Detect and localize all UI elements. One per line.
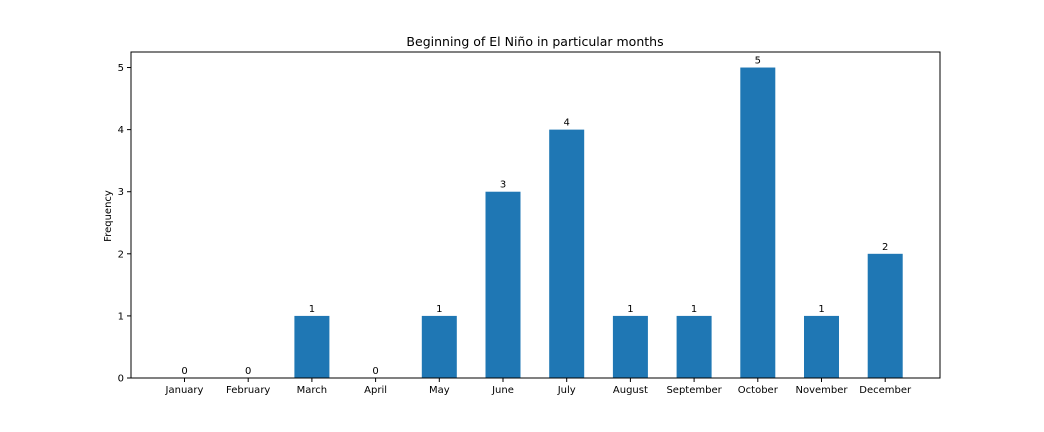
- y-tick-label: 3: [118, 187, 124, 198]
- x-tick-label-august: August: [613, 385, 648, 396]
- x-tick-label-july: July: [557, 385, 576, 396]
- bar-june: [485, 191, 521, 378]
- y-tick-label: 5: [118, 63, 124, 74]
- y-tick-label: 0: [118, 374, 124, 385]
- chart-title: Beginning of El Niño in particular month…: [406, 34, 663, 49]
- x-tick-label-april: April: [364, 385, 387, 396]
- value-label-october: 5: [755, 56, 761, 67]
- value-label-january: 0: [181, 366, 187, 377]
- bar-september: [676, 315, 712, 378]
- x-tick-label-december: December: [859, 385, 912, 396]
- bar-october: [740, 67, 776, 379]
- value-label-february: 0: [245, 366, 251, 377]
- value-label-may: 1: [436, 304, 442, 315]
- bar-march: [294, 315, 330, 378]
- x-tick-label-january: January: [165, 385, 204, 396]
- bar-may: [421, 315, 457, 378]
- x-tick-label-november: November: [795, 385, 848, 396]
- y-tick-label: 2: [118, 249, 124, 260]
- y-axis: 0 1 2 3 4 5: [118, 63, 131, 385]
- x-tick-label-february: February: [226, 385, 270, 396]
- x-tick-label-june: June: [491, 385, 514, 396]
- x-axis: January February March April May June July Augu…: [165, 378, 912, 396]
- value-label-december: 2: [882, 242, 888, 253]
- bar-december: [867, 253, 903, 378]
- value-label-august: 1: [627, 304, 633, 315]
- y-tick-label: 4: [118, 125, 124, 136]
- plot-frame: [130, 51, 941, 379]
- y-axis-label: Frequency: [103, 190, 114, 242]
- value-label-march: 1: [309, 304, 315, 315]
- value-label-group: 0 0 1 0 1 3 4 1 1 5 1 2: [181, 56, 888, 377]
- value-label-june: 3: [500, 180, 506, 191]
- bar-november: [804, 315, 839, 378]
- y-tick-label: 1: [118, 311, 124, 322]
- value-label-november: 1: [818, 304, 824, 315]
- x-tick-label-october: October: [738, 385, 779, 396]
- bar-july: [549, 129, 585, 378]
- x-tick-label-may: May: [429, 385, 450, 396]
- value-label-april: 0: [372, 366, 378, 377]
- x-tick-label-march: March: [297, 385, 327, 396]
- bar-august: [612, 315, 648, 378]
- value-label-july: 4: [564, 118, 570, 129]
- x-tick-label-september: September: [666, 385, 722, 396]
- value-label-september: 1: [691, 304, 697, 315]
- bar-group: [294, 67, 903, 379]
